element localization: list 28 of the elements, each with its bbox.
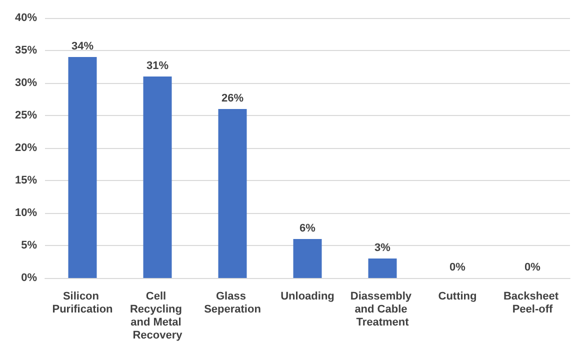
y-tick-label: 25%: [14, 110, 38, 122]
bar: [68, 57, 97, 278]
data-label: 3%: [374, 242, 391, 254]
data-label: 0%: [524, 262, 541, 274]
y-tick-label: 20%: [14, 142, 38, 154]
x-tick-label: Glass Seperation: [204, 290, 262, 316]
y-tick-label: 5%: [21, 240, 38, 252]
y-tick-label: 40%: [14, 12, 38, 24]
x-tick-label: Backsheet Peel-off: [503, 290, 562, 316]
y-tick-label: 30%: [14, 77, 38, 89]
data-label: 0%: [450, 262, 466, 274]
bar: [368, 258, 397, 278]
y-tick-label: 10%: [14, 207, 38, 219]
data-label: 6%: [300, 222, 316, 234]
x-tick-label: Diassembly and Cable Treatment: [350, 290, 415, 328]
y-tick-label: 0%: [21, 272, 38, 284]
x-tick-label: Cell Recycling and Metal Recovery: [130, 290, 186, 342]
data-label: 26%: [221, 92, 244, 104]
data-label: 31%: [146, 60, 169, 72]
y-tick-label: 35%: [14, 44, 38, 56]
y-tick-label: 15%: [14, 174, 38, 186]
x-tick-label: Unloading: [280, 290, 334, 302]
x-tick-label: Cutting: [438, 290, 477, 302]
data-label: 34%: [71, 40, 94, 52]
bar: [218, 109, 247, 278]
bar: [293, 239, 322, 278]
bar: [143, 76, 172, 278]
x-tick-label: Silicon Purification: [52, 290, 114, 316]
